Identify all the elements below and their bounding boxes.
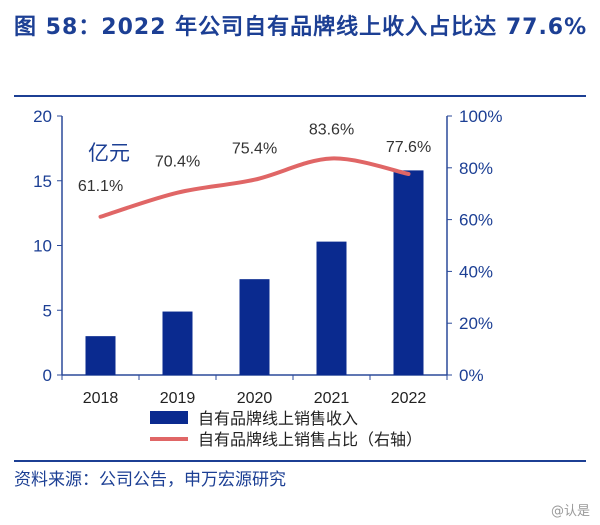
x-tick-label: 2019 (160, 390, 196, 407)
x-tick-label: 2020 (237, 390, 273, 407)
right-tick-label: 0% (459, 366, 484, 385)
left-tick-label: 20 (33, 107, 52, 126)
source-divider (14, 460, 586, 462)
data-label-2020: 75.4% (232, 141, 277, 158)
bar-2019 (162, 311, 193, 375)
data-label-2022: 77.6% (386, 139, 431, 156)
unit-label: 亿元 (88, 142, 130, 165)
title-divider (14, 95, 586, 97)
source-note: 资料来源：公司公告，申万宏源研究 (14, 470, 286, 490)
legend-bar-label: 自有品牌线上销售收入 (198, 410, 358, 428)
left-tick-label: 0 (43, 366, 52, 385)
bar-2022 (393, 170, 424, 375)
watermark: @认是 (550, 504, 590, 519)
right-tick-label: 80% (459, 159, 493, 178)
data-label-2018: 61.1% (78, 178, 123, 195)
legend-line-label: 自有品牌线上销售占比（右轴） (198, 431, 422, 449)
bar-2020 (239, 279, 270, 375)
right-tick-label: 60% (459, 211, 493, 230)
data-label-2019: 70.4% (155, 154, 200, 171)
right-tick-label: 40% (459, 262, 493, 281)
bar-2018 (85, 336, 116, 375)
chart-area: 0 5 10 15 20 0% 20% 40% 60% 80% 100% 2018 2019 2020 20… (33, 107, 502, 449)
left-tick-label: 15 (33, 172, 52, 191)
left-tick-label: 10 (33, 237, 52, 256)
share-line (98, 156, 411, 219)
x-tick-label: 2022 (391, 390, 427, 407)
x-tick-label: 2021 (314, 390, 350, 407)
data-label-2021: 83.6% (309, 121, 354, 138)
right-tick-label: 20% (459, 314, 493, 333)
legend-bar-swatch (150, 411, 188, 424)
left-tick-label: 5 (43, 301, 52, 320)
bar-2021 (316, 241, 347, 375)
right-tick-label: 100% (459, 107, 502, 126)
figure-title: 图 58：2022 年公司自有品牌线上收入占比达 77.6% (14, 15, 588, 40)
x-tick-label: 2018 (83, 390, 119, 407)
